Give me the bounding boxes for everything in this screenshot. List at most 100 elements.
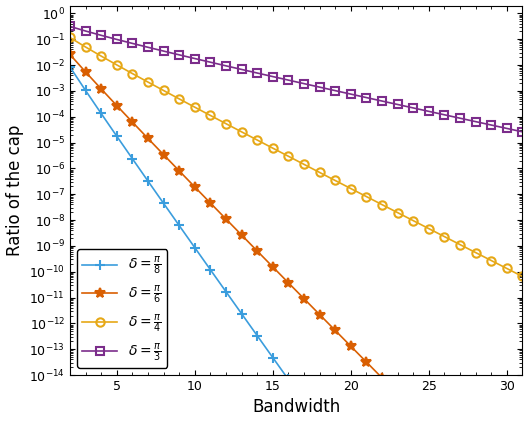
$\delta = \frac{\pi}{6}$ — [67, 52, 73, 57]
$\delta = \frac{\pi}{8}$ — [316, 421, 323, 422]
$\delta = \frac{\pi}{3}$ — [114, 37, 120, 42]
$\delta = \frac{\pi}{8}$ — [301, 399, 307, 404]
$\delta = \frac{\pi}{3}$ — [176, 52, 182, 57]
$\delta = \frac{\pi}{6}$ — [238, 233, 244, 238]
$\delta = \frac{\pi}{6}$ — [176, 168, 182, 173]
$\delta = \frac{\pi}{6}$ — [347, 344, 354, 349]
$\delta = \frac{\pi}{3}$ — [332, 88, 338, 93]
$\delta = \frac{\pi}{6}$ — [192, 184, 198, 189]
$\delta = \frac{\pi}{8}$ — [67, 64, 73, 69]
$\delta = \frac{\pi}{4}$ — [192, 105, 198, 110]
$\delta = \frac{\pi}{3}$ — [67, 24, 73, 29]
$\delta = \frac{\pi}{6}$ — [223, 216, 229, 222]
$\delta = \frac{\pi}{8}$ — [254, 333, 260, 338]
$\delta = \frac{\pi}{6}$ — [254, 249, 260, 254]
$\delta = \frac{\pi}{4}$ — [161, 88, 167, 93]
$\delta = \frac{\pi}{4}$ — [270, 146, 276, 151]
$\delta = \frac{\pi}{6}$ — [161, 152, 167, 157]
$\delta = \frac{\pi}{3}$ — [129, 41, 136, 46]
$\delta = \frac{\pi}{3}$ — [394, 102, 401, 107]
$\delta = \frac{\pi}{4}$ — [473, 250, 479, 255]
Legend: $\delta = \frac{\pi}{8}$, $\delta = \frac{\pi}{6}$, $\delta = \frac{\pi}{4}$, $\: $\delta = \frac{\pi}{8}$, $\delta = \fra… — [77, 249, 167, 368]
$\delta = \frac{\pi}{4}$ — [363, 194, 370, 199]
$\delta = \frac{\pi}{3}$ — [238, 67, 244, 72]
$\delta = \frac{\pi}{6}$ — [129, 119, 136, 124]
$\delta = \frac{\pi}{4}$ — [347, 186, 354, 191]
$\delta = \frac{\pi}{4}$ — [238, 129, 244, 134]
$\delta = \frac{\pi}{8}$ — [223, 289, 229, 294]
$\delta = \frac{\pi}{3}$ — [301, 81, 307, 86]
$\delta = \frac{\pi}{4}$ — [114, 62, 120, 68]
$\delta = \frac{\pi}{3}$ — [161, 49, 167, 54]
$\delta = \frac{\pi}{3}$ — [363, 95, 370, 100]
$\delta = \frac{\pi}{3}$ — [379, 98, 385, 103]
$\delta = \frac{\pi}{8}$ — [82, 88, 89, 93]
$\delta = \frac{\pi}{4}$ — [457, 242, 463, 247]
Y-axis label: Ratio of the cap: Ratio of the cap — [6, 124, 24, 256]
$\delta = \frac{\pi}{4}$ — [410, 218, 417, 223]
$\delta = \frac{\pi}{8}$ — [238, 311, 244, 316]
$\delta = \frac{\pi}{8}$ — [285, 377, 291, 382]
$\delta = \frac{\pi}{8}$ — [129, 156, 136, 161]
$\delta = \frac{\pi}{4}$ — [394, 210, 401, 215]
$\delta = \frac{\pi}{4}$ — [504, 266, 510, 271]
$\delta = \frac{\pi}{6}$ — [363, 360, 370, 365]
$\delta = \frac{\pi}{3}$ — [473, 119, 479, 124]
$\delta = \frac{\pi}{3}$ — [519, 129, 525, 134]
$\delta = \frac{\pi}{3}$ — [457, 116, 463, 121]
$\delta = \frac{\pi}{8}$ — [176, 223, 182, 228]
$\delta = \frac{\pi}{3}$ — [488, 122, 494, 127]
$\delta = \frac{\pi}{4}$ — [254, 138, 260, 143]
$\delta = \frac{\pi}{4}$ — [301, 162, 307, 167]
Line: $\delta = \frac{\pi}{4}$: $\delta = \frac{\pi}{4}$ — [65, 33, 526, 281]
$\delta = \frac{\pi}{3}$ — [98, 33, 104, 38]
$\delta = \frac{\pi}{4}$ — [488, 258, 494, 263]
$\delta = \frac{\pi}{4}$ — [145, 79, 151, 84]
$\delta = \frac{\pi}{8}$ — [114, 134, 120, 139]
$\delta = \frac{\pi}{4}$ — [82, 44, 89, 49]
$\delta = \frac{\pi}{6}$ — [82, 69, 89, 74]
$\delta = \frac{\pi}{3}$ — [223, 63, 229, 68]
$\delta = \frac{\pi}{3}$ — [270, 74, 276, 79]
$\delta = \frac{\pi}{4}$ — [98, 54, 104, 59]
$\delta = \frac{\pi}{6}$ — [394, 391, 401, 396]
$\delta = \frac{\pi}{6}$ — [285, 280, 291, 285]
$\delta = \frac{\pi}{3}$ — [254, 70, 260, 76]
$\delta = \frac{\pi}{4}$ — [129, 71, 136, 76]
$\delta = \frac{\pi}{3}$ — [426, 109, 432, 114]
$\delta = \frac{\pi}{3}$ — [410, 106, 417, 111]
$\delta = \frac{\pi}{8}$ — [207, 267, 213, 272]
$\delta = \frac{\pi}{3}$ — [207, 60, 213, 65]
$\delta = \frac{\pi}{8}$ — [270, 355, 276, 360]
$\delta = \frac{\pi}{6}$ — [301, 296, 307, 301]
$\delta = \frac{\pi}{4}$ — [332, 178, 338, 183]
$\delta = \frac{\pi}{6}$ — [145, 136, 151, 141]
$\delta = \frac{\pi}{8}$ — [98, 111, 104, 116]
$\delta = \frac{\pi}{8}$ — [145, 179, 151, 184]
$\delta = \frac{\pi}{4}$ — [316, 170, 323, 175]
$\delta = \frac{\pi}{4}$ — [519, 274, 525, 279]
$\delta = \frac{\pi}{4}$ — [441, 234, 448, 239]
$\delta = \frac{\pi}{3}$ — [145, 45, 151, 50]
$\delta = \frac{\pi}{6}$ — [316, 312, 323, 317]
$\delta = \frac{\pi}{8}$ — [161, 201, 167, 206]
$\delta = \frac{\pi}{6}$ — [332, 328, 338, 333]
$\delta = \frac{\pi}{4}$ — [426, 226, 432, 231]
$\delta = \frac{\pi}{3}$ — [316, 84, 323, 89]
$\delta = \frac{\pi}{6}$ — [207, 200, 213, 206]
$\delta = \frac{\pi}{3}$ — [192, 56, 198, 61]
$\delta = \frac{\pi}{4}$ — [379, 202, 385, 207]
$\delta = \frac{\pi}{3}$ — [82, 28, 89, 33]
Line: $\delta = \frac{\pi}{3}$: $\delta = \frac{\pi}{3}$ — [65, 22, 526, 136]
$\delta = \frac{\pi}{6}$ — [270, 264, 276, 269]
$\delta = \frac{\pi}{4}$ — [67, 35, 73, 40]
$\delta = \frac{\pi}{6}$ — [114, 103, 120, 108]
$\delta = \frac{\pi}{6}$ — [410, 407, 417, 412]
X-axis label: Bandwidth: Bandwidth — [252, 398, 341, 417]
Line: $\delta = \frac{\pi}{8}$: $\delta = \frac{\pi}{8}$ — [65, 62, 527, 422]
$\delta = \frac{\pi}{3}$ — [504, 126, 510, 131]
$\delta = \frac{\pi}{3}$ — [441, 112, 448, 117]
$\delta = \frac{\pi}{8}$ — [192, 245, 198, 250]
Line: $\delta = \frac{\pi}{6}$: $\delta = \frac{\pi}{6}$ — [65, 49, 527, 422]
$\delta = \frac{\pi}{3}$ — [347, 92, 354, 97]
